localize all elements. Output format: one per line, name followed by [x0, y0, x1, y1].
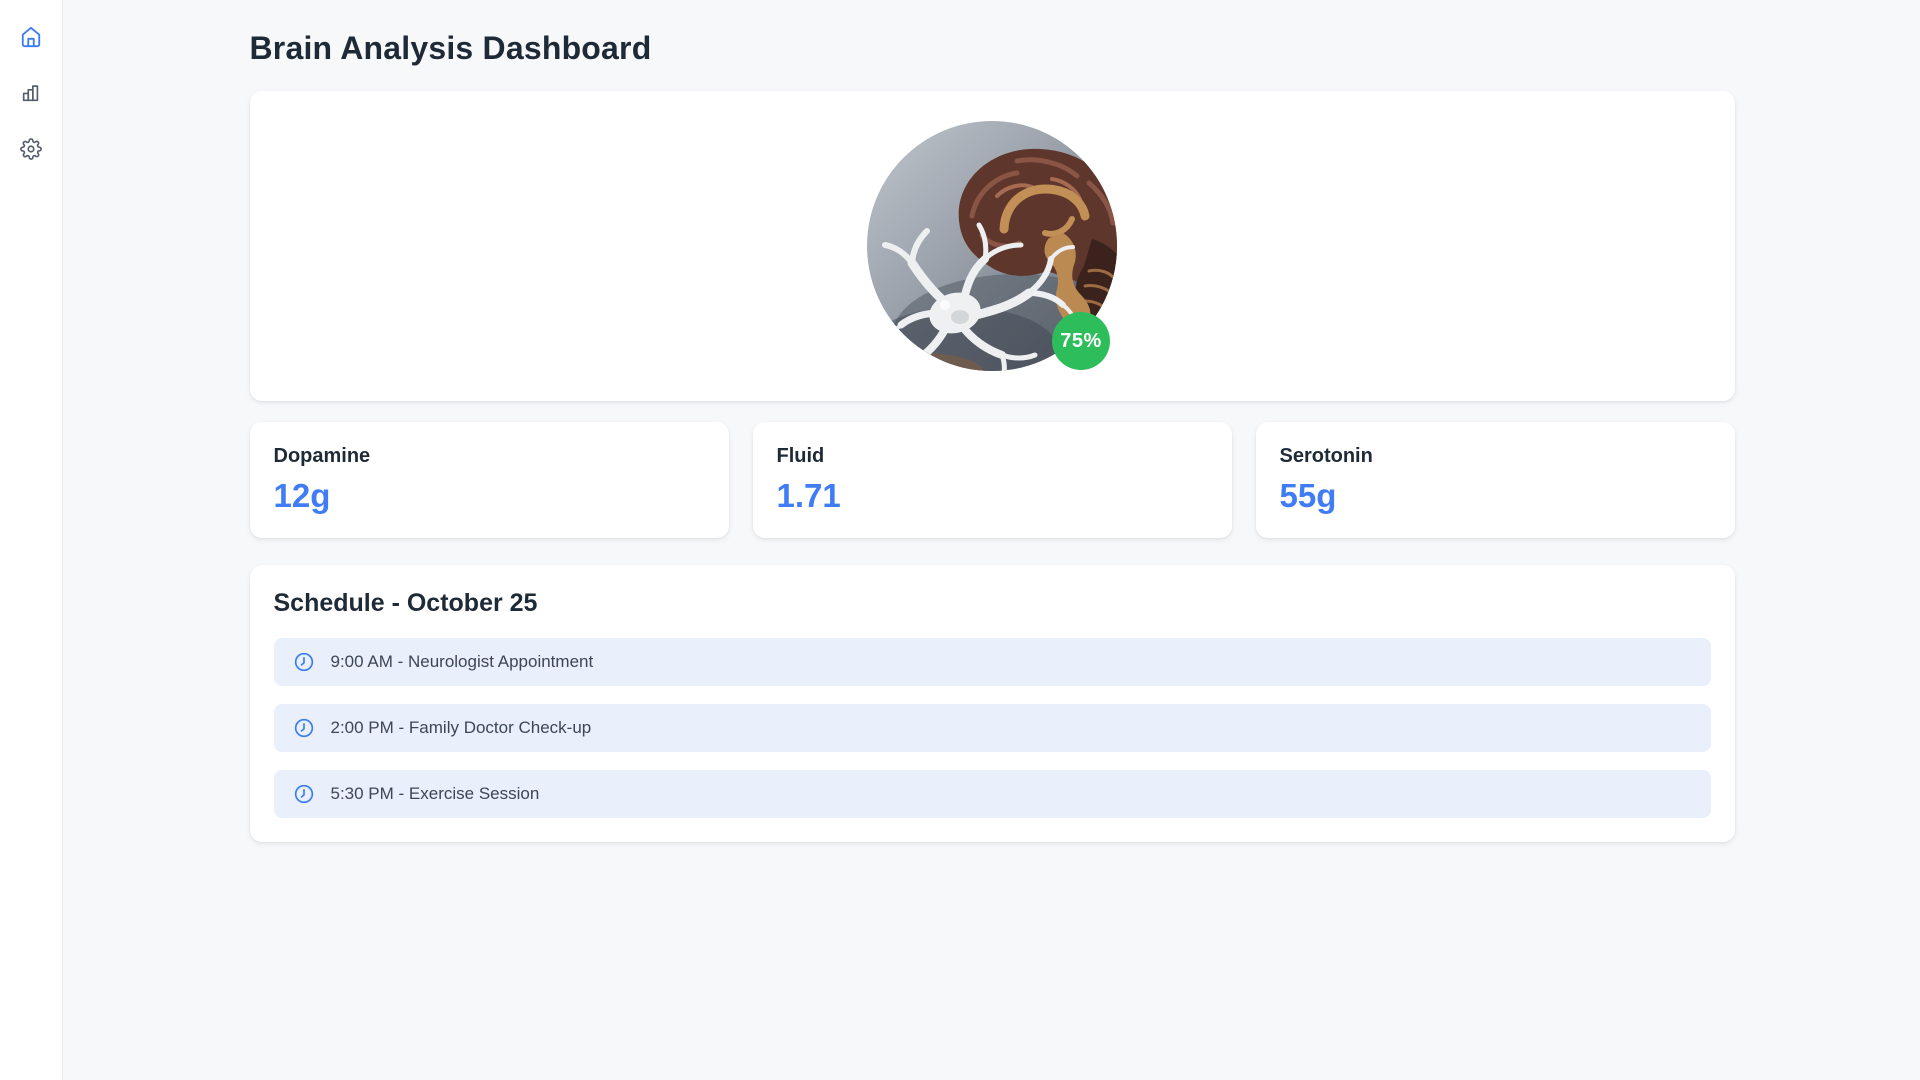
sidebar-item-home[interactable]	[20, 26, 42, 48]
gear-icon	[20, 138, 42, 160]
clock-icon	[294, 652, 314, 672]
stat-card-dopamine: Dopamine 12g	[249, 422, 729, 538]
main-area: Brain Analysis Dashboard	[64, 0, 1920, 1080]
stat-value: 12g	[273, 477, 331, 514]
clock-icon	[294, 784, 314, 804]
sidebar-item-analytics[interactable]	[20, 82, 42, 104]
stat-label: Serotonin	[1279, 445, 1373, 467]
schedule-item: 5:30 PM - Exercise Session	[273, 770, 1711, 818]
brain-image: 75%	[867, 121, 1117, 371]
brain-image-card: 75%	[249, 91, 1735, 401]
schedule-item: 9:00 AM - Neurologist Appointment	[273, 638, 1711, 686]
home-icon	[20, 26, 42, 48]
schedule-item-text: 2:00 PM - Family Doctor Check-up	[330, 718, 592, 737]
page-title: Brain Analysis Dashboard	[249, 30, 652, 66]
stat-card-serotonin: Serotonin 55g	[1255, 422, 1735, 538]
stat-value: 1.71	[776, 477, 841, 514]
bar-chart-icon	[20, 82, 42, 104]
schedule-item: 2:00 PM - Family Doctor Check-up	[273, 704, 1711, 752]
stat-value: 55g	[1279, 477, 1337, 514]
schedule-title: Schedule - October 25	[273, 589, 538, 617]
schedule-card: Schedule - October 25 9:00 AM - Neurolog…	[249, 565, 1735, 842]
sidebar	[0, 0, 63, 1080]
schedule-item-text: 5:30 PM - Exercise Session	[330, 784, 540, 803]
stat-card-fluid: Fluid 1.71	[752, 422, 1232, 538]
stat-label: Dopamine	[273, 445, 371, 467]
clock-icon	[294, 718, 314, 738]
schedule-item-text: 9:00 AM - Neurologist Appointment	[330, 652, 594, 671]
stat-label: Fluid	[776, 445, 825, 467]
stats-row: Dopamine 12g Fluid 1.71 Serotonin 55g	[249, 422, 1735, 538]
sidebar-item-settings[interactable]	[20, 138, 42, 160]
progress-badge: 75%	[1052, 312, 1110, 370]
